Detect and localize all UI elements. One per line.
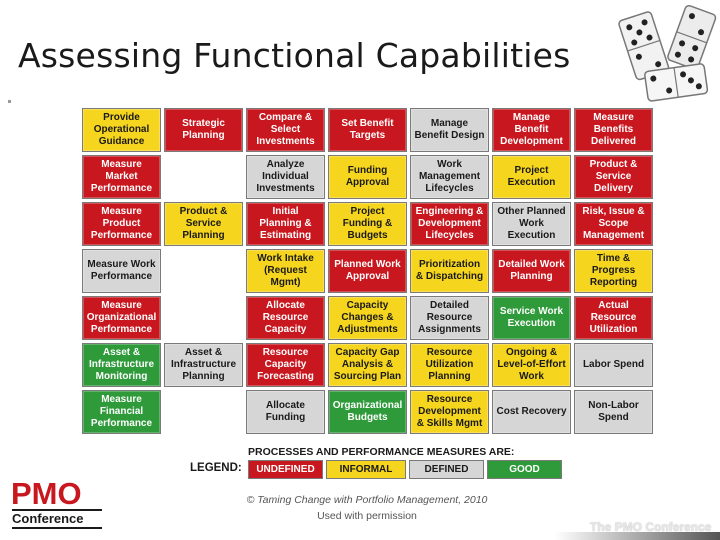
legend-item-informal: INFORMAL [326, 460, 406, 479]
credit-line-1: © Taming Change with Portfolio Managemen… [246, 494, 488, 506]
capability-cell: Set Benefit Targets [328, 108, 407, 152]
capability-cell: Engineering & Development Lifecycles [410, 202, 489, 246]
capability-cell: Project Execution [492, 155, 571, 199]
capability-cell: Risk, Issue & Scope Management [574, 202, 653, 246]
empty-cell [164, 155, 243, 199]
copyright-credit: © Taming Change with Portfolio Managemen… [222, 492, 512, 524]
capability-cell: Non-Labor Spend [574, 390, 653, 434]
capability-cell: Manage Benefit Design [410, 108, 489, 152]
capability-cell: Planned Work Approval [328, 249, 407, 293]
capability-cell: Strategic Planning [164, 108, 243, 152]
capability-cell: Asset & Infrastructure Planning [164, 343, 243, 387]
capability-cell: Funding Approval [328, 155, 407, 199]
capability-cell: Provide Operational Guidance [82, 108, 161, 152]
dominoes-icon [618, 4, 717, 102]
footer-bar [555, 532, 720, 540]
capability-cell: Asset & Infrastructure Monitoring [82, 343, 161, 387]
empty-cell [164, 296, 243, 340]
capability-cell: Measure Benefits Delivered [574, 108, 653, 152]
capability-cell: Initial Planning & Estimating [246, 202, 325, 246]
capability-cell: Resource Utilization Planning [410, 343, 489, 387]
capability-cell: Measure Financial Performance [82, 390, 161, 434]
capability-cell: Product & Service Planning [164, 202, 243, 246]
capability-cell: Measure Market Performance [82, 155, 161, 199]
capability-cell: Allocate Resource Capacity [246, 296, 325, 340]
capability-cell: Organizational Budgets [328, 390, 407, 434]
capability-cell: Service Work Execution [492, 296, 571, 340]
capability-cell: Work Intake (Request Mgmt) [246, 249, 325, 293]
capability-cell: Prioritization & Dispatching [410, 249, 489, 293]
capability-cell: Measure Organizational Performance [82, 296, 161, 340]
capability-cell: Time & Progress Reporting [574, 249, 653, 293]
capability-cell: Other Planned Work Execution [492, 202, 571, 246]
pmo-logo-subtitle: Conference [12, 509, 102, 529]
capability-cell: Allocate Funding [246, 390, 325, 434]
legend-label: LEGEND: [190, 462, 242, 474]
legend: UNDEFINED INFORMAL DEFINED GOOD [248, 460, 562, 479]
credit-line-2: Used with permission [317, 510, 417, 522]
capability-cell: Resource Development & Skills Mgmt [410, 390, 489, 434]
legend-heading: PROCESSES AND PERFORMANCE MEASURES ARE: [248, 446, 515, 458]
capability-cell: Measure Work Performance [82, 249, 161, 293]
capability-cell: Capacity Gap Analysis & Sourcing Plan [328, 343, 407, 387]
legend-item-good: GOOD [487, 460, 562, 479]
capability-grid: Provide Operational Guidance Strategic Pl… [82, 108, 653, 434]
capability-cell: Ongoing & Level-of-Effort Work [492, 343, 571, 387]
capability-cell: Resource Capacity Forecasting [246, 343, 325, 387]
capability-cell: Capacity Changes & Adjustments [328, 296, 407, 340]
legend-item-undefined: UNDEFINED [248, 460, 323, 479]
capability-cell: Product & Service Delivery [574, 155, 653, 199]
legend-item-defined: DEFINED [409, 460, 484, 479]
title-marker [8, 100, 11, 103]
capability-cell: Labor Spend [574, 343, 653, 387]
capability-cell: Detailed Work Planning [492, 249, 571, 293]
empty-cell [164, 249, 243, 293]
pmo-logo-text: PMO [11, 476, 82, 511]
capability-cell: Compare & Select Investments [246, 108, 325, 152]
page-title: Assessing Functional Capabilities [18, 36, 571, 75]
footer-brand: The PMO Conference [590, 520, 712, 534]
capability-cell: Work Management Lifecycles [410, 155, 489, 199]
capability-cell: Detailed Resource Assignments [410, 296, 489, 340]
capability-cell: Analyze Individual Investments [246, 155, 325, 199]
capability-cell: Cost Recovery [492, 390, 571, 434]
capability-cell: Manage Benefit Development [492, 108, 571, 152]
capability-cell: Actual Resource Utilization [574, 296, 653, 340]
empty-cell [164, 390, 243, 434]
capability-cell: Project Funding & Budgets [328, 202, 407, 246]
capability-cell: Measure Product Performance [82, 202, 161, 246]
